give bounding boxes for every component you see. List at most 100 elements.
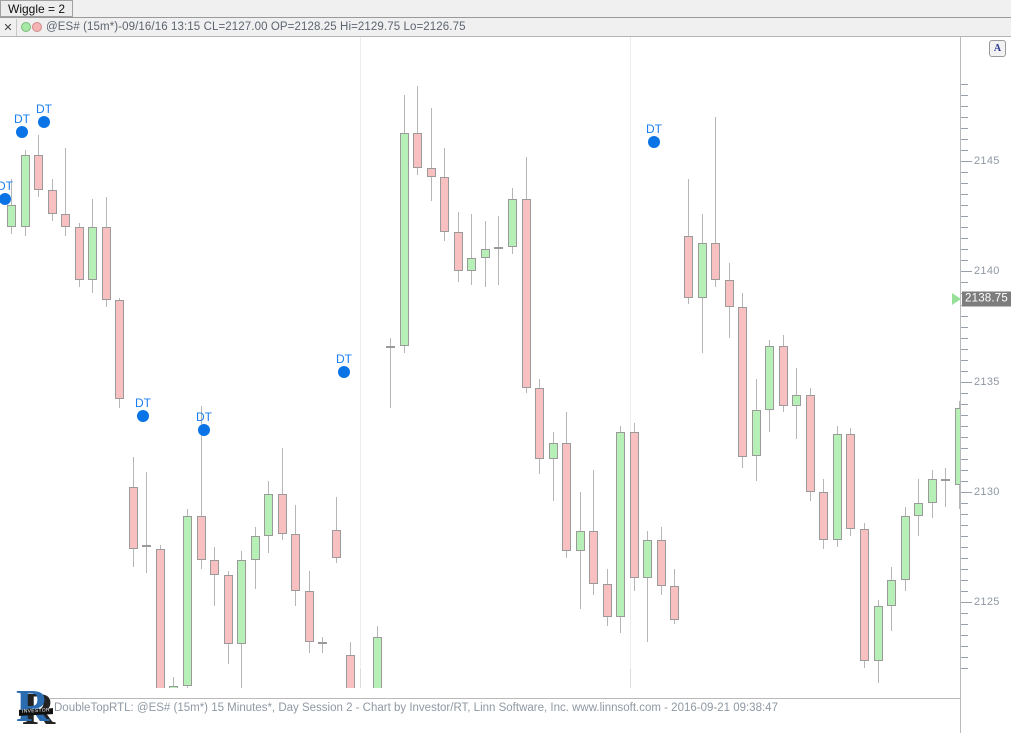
candle-body[interactable] — [630, 432, 639, 578]
candle-body[interactable] — [454, 231, 463, 272]
candle-body[interactable] — [102, 227, 111, 301]
candle-body[interactable] — [725, 280, 734, 307]
candle-body[interactable] — [305, 590, 314, 642]
candle-body[interactable] — [48, 189, 57, 215]
candle-body[interactable] — [846, 434, 855, 530]
candle-body[interactable] — [224, 575, 233, 644]
candle-body[interactable] — [34, 154, 43, 190]
candle-body[interactable] — [508, 198, 517, 248]
price-axis-tick — [961, 249, 968, 250]
candle-body[interactable] — [765, 346, 774, 411]
candle-body[interactable] — [440, 176, 449, 232]
candle-body[interactable] — [21, 154, 30, 228]
price-axis[interactable]: A 2145 2140 2135 2130 2125 2138.75 — [952, 37, 1011, 688]
candle-body[interactable] — [752, 410, 761, 457]
candle-body[interactable] — [373, 637, 382, 688]
candle-body[interactable] — [400, 132, 409, 347]
current-price-tag[interactable]: 2138.75 — [962, 291, 1011, 307]
candle-body[interactable] — [657, 540, 666, 587]
double-top-marker[interactable]: DT — [30, 102, 58, 132]
candle-body[interactable] — [346, 654, 355, 688]
candle-body[interactable] — [914, 502, 923, 516]
candle-body[interactable] — [833, 434, 842, 541]
candle-body[interactable] — [860, 529, 869, 662]
candle-body[interactable] — [887, 579, 896, 607]
candle-body[interactable] — [7, 205, 16, 228]
candle-wick — [214, 546, 215, 607]
candle-body[interactable] — [874, 606, 883, 662]
candle-body[interactable] — [494, 247, 503, 250]
candle-body[interactable] — [481, 249, 490, 259]
candle-body[interactable] — [197, 515, 206, 561]
candle-body[interactable] — [670, 586, 679, 620]
candle-body[interactable] — [643, 540, 652, 578]
candle-body[interactable] — [806, 394, 815, 492]
candle-body[interactable] — [589, 531, 598, 585]
candle-body[interactable] — [210, 560, 219, 576]
chart-area[interactable]: DT DT DT DT DT DT DT A 2145 2140 2135 2130 2125 213… — [0, 37, 1011, 726]
candle-body[interactable] — [318, 641, 327, 644]
session-separator-line — [630, 37, 631, 667]
candle-body[interactable] — [413, 132, 422, 168]
candle-body[interactable] — [75, 227, 84, 281]
candle-wick — [201, 405, 202, 569]
candle-body[interactable] — [427, 167, 436, 177]
candle-body[interactable] — [901, 515, 910, 580]
double-top-marker[interactable]: DT — [8, 112, 36, 142]
close-x-icon[interactable]: ✕ — [0, 18, 17, 36]
candle-body[interactable] — [61, 214, 70, 228]
price-axis-tick — [961, 205, 968, 206]
candle-body[interactable] — [792, 394, 801, 406]
candle-body[interactable] — [549, 443, 558, 459]
candle-body[interactable] — [955, 408, 960, 486]
candle-body[interactable] — [738, 306, 747, 457]
candle-body[interactable] — [264, 493, 273, 536]
footer-divider — [50, 698, 1011, 699]
double-top-marker[interactable]: DT — [129, 396, 157, 426]
candle-body[interactable] — [522, 198, 531, 389]
candle-body[interactable] — [779, 346, 788, 406]
wiggle-indicator[interactable]: Wiggle = 2 — [0, 0, 74, 17]
candlestick-plot[interactable]: DT DT DT DT DT DT DT — [0, 37, 960, 688]
candle-body[interactable] — [169, 685, 178, 688]
candle-body[interactable] — [129, 487, 138, 550]
candle-body[interactable] — [237, 560, 246, 644]
candle-body[interactable] — [616, 432, 625, 618]
candle-body[interactable] — [183, 515, 192, 686]
price-axis-tick — [961, 393, 968, 394]
double-top-marker-label: DT — [646, 122, 662, 136]
candle-body[interactable] — [88, 227, 97, 281]
candle-body[interactable] — [562, 443, 571, 552]
candle-body[interactable] — [698, 242, 707, 298]
candle-body[interactable] — [251, 535, 260, 561]
candle-body[interactable] — [576, 531, 585, 552]
candle-body[interactable] — [535, 388, 544, 459]
candle-body[interactable] — [291, 533, 300, 591]
candle-body[interactable] — [278, 493, 287, 534]
candle-body[interactable] — [711, 242, 720, 281]
candle-body[interactable] — [156, 549, 165, 688]
candle-body[interactable] — [386, 346, 395, 349]
candle-body[interactable] — [142, 544, 151, 547]
candle-body[interactable] — [332, 530, 341, 558]
auto-scale-button[interactable]: A — [989, 40, 1006, 57]
price-axis-tick — [961, 106, 968, 107]
double-top-marker[interactable]: DT — [330, 352, 358, 382]
candle-body[interactable] — [467, 258, 476, 272]
double-top-marker-dot-icon — [16, 126, 28, 138]
price-axis-tick — [961, 558, 968, 559]
price-axis-tick — [961, 282, 968, 283]
candle-body[interactable] — [684, 236, 693, 298]
price-axis-tick — [961, 437, 968, 438]
candle-body[interactable] — [115, 300, 124, 400]
double-top-marker[interactable]: DT — [190, 410, 218, 440]
candle-body[interactable] — [928, 478, 937, 503]
candle-body[interactable] — [941, 478, 950, 481]
double-top-marker[interactable]: DT — [640, 122, 668, 152]
wiggle-label: Wiggle = 2 — [8, 1, 66, 16]
double-top-marker[interactable]: DT — [0, 179, 19, 209]
candle-body[interactable] — [819, 491, 828, 541]
day-separator-line — [360, 668, 361, 688]
candle-body[interactable] — [603, 584, 612, 618]
price-axis-tick — [961, 448, 968, 449]
